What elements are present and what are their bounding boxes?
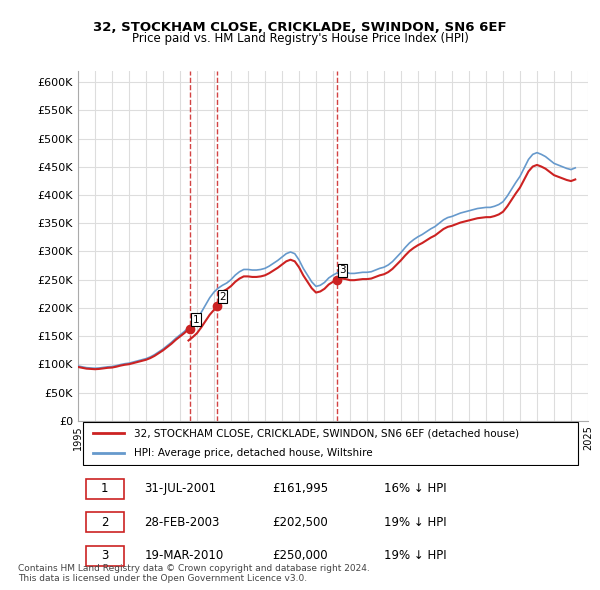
- Text: HPI: Average price, detached house, Wiltshire: HPI: Average price, detached house, Wilt…: [134, 448, 373, 458]
- Text: 3: 3: [339, 265, 346, 275]
- Text: £161,995: £161,995: [272, 482, 328, 495]
- HPI: Average price, detached house, Wiltshire: (2.01e+03, 2.67e+05): Average price, detached house, Wiltshire…: [248, 267, 256, 274]
- FancyBboxPatch shape: [86, 546, 124, 566]
- FancyBboxPatch shape: [83, 422, 578, 466]
- FancyBboxPatch shape: [86, 478, 124, 499]
- Text: 2: 2: [219, 292, 226, 302]
- Text: 19% ↓ HPI: 19% ↓ HPI: [384, 549, 446, 562]
- HPI: Average price, detached house, Wiltshire: (2.02e+03, 3.74e+05): Average price, detached house, Wiltshire…: [470, 206, 477, 213]
- HPI: Average price, detached house, Wiltshire: (2e+03, 1.58e+05): Average price, detached house, Wiltshire…: [181, 328, 188, 335]
- HPI: Average price, detached house, Wiltshire: (2e+03, 9.7e+04): Average price, detached house, Wiltshire…: [74, 362, 82, 369]
- Text: 1: 1: [193, 315, 199, 324]
- HPI: Average price, detached house, Wiltshire: (2.02e+03, 3.7e+05): Average price, detached house, Wiltshire…: [461, 208, 469, 215]
- Text: 3: 3: [101, 549, 108, 562]
- Text: 2: 2: [101, 516, 108, 529]
- Line: HPI: Average price, detached house, Wiltshire: HPI: Average price, detached house, Wilt…: [78, 153, 575, 368]
- Text: 19% ↓ HPI: 19% ↓ HPI: [384, 516, 446, 529]
- HPI: Average price, detached house, Wiltshire: (2.02e+03, 3.35e+05): Average price, detached house, Wiltshire…: [423, 228, 430, 235]
- HPI: Average price, detached house, Wiltshire: (2e+03, 9.3e+04): Average price, detached house, Wiltshire…: [91, 365, 98, 372]
- Text: 31-JUL-2001: 31-JUL-2001: [145, 482, 217, 495]
- HPI: Average price, detached house, Wiltshire: (2.02e+03, 4.48e+05): Average price, detached house, Wiltshire…: [572, 165, 579, 172]
- Text: 16% ↓ HPI: 16% ↓ HPI: [384, 482, 446, 495]
- FancyBboxPatch shape: [86, 512, 124, 532]
- HPI: Average price, detached house, Wiltshire: (2e+03, 1.06e+05): Average price, detached house, Wiltshire…: [134, 358, 141, 365]
- Text: 32, STOCKHAM CLOSE, CRICKLADE, SWINDON, SN6 6EF (detached house): 32, STOCKHAM CLOSE, CRICKLADE, SWINDON, …: [134, 428, 519, 438]
- HPI: Average price, detached house, Wiltshire: (2.02e+03, 4.75e+05): Average price, detached house, Wiltshire…: [533, 149, 541, 156]
- Text: Price paid vs. HM Land Registry's House Price Index (HPI): Price paid vs. HM Land Registry's House …: [131, 32, 469, 45]
- Text: 19-MAR-2010: 19-MAR-2010: [145, 549, 224, 562]
- Text: Contains HM Land Registry data © Crown copyright and database right 2024.
This d: Contains HM Land Registry data © Crown c…: [18, 563, 370, 583]
- Text: 28-FEB-2003: 28-FEB-2003: [145, 516, 220, 529]
- Text: £202,500: £202,500: [272, 516, 328, 529]
- Text: £250,000: £250,000: [272, 549, 328, 562]
- Text: 32, STOCKHAM CLOSE, CRICKLADE, SWINDON, SN6 6EF: 32, STOCKHAM CLOSE, CRICKLADE, SWINDON, …: [93, 21, 507, 34]
- Text: 1: 1: [101, 482, 108, 495]
